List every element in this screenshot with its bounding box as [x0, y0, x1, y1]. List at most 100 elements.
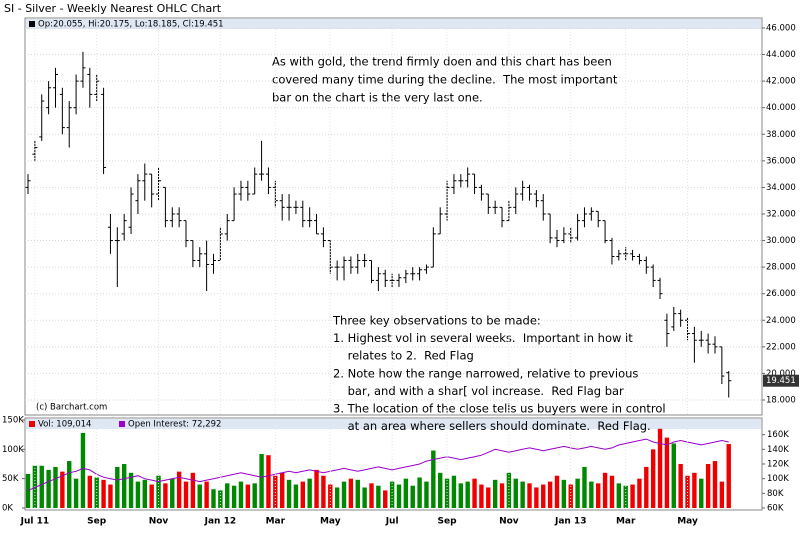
y2-tick-label: 60K — [767, 504, 784, 514]
volume-bar — [80, 432, 86, 508]
y-tick-label: 150K — [2, 416, 24, 426]
annotation: bar on the chart is the very last one. — [272, 91, 483, 105]
y-tick-label: 26.000 — [766, 289, 796, 299]
price-panel — [24, 17, 763, 416]
volume-bar — [314, 469, 319, 508]
volume-bar — [492, 479, 498, 508]
x-tick-label: Jan 12 — [204, 517, 237, 527]
volume-bar — [726, 444, 731, 508]
x-tick-label: Jul 11 — [20, 517, 50, 527]
volume-bar — [334, 487, 340, 508]
volume-bar — [218, 490, 223, 508]
x-tick-label: Nov — [499, 517, 519, 527]
annotation: covered many time during the decline. Th… — [272, 73, 618, 87]
volume-bar — [637, 478, 642, 508]
volume-bar — [259, 454, 264, 508]
volume-bar — [266, 455, 271, 508]
volume-bar — [383, 490, 388, 508]
y-tick-label: 44.000 — [766, 50, 796, 60]
legend-swatch — [29, 421, 35, 427]
volume-bar — [657, 428, 663, 508]
volume-bar — [424, 481, 429, 508]
volume-bar — [589, 481, 594, 508]
volume-bar — [609, 475, 615, 508]
annotation: Three key observations to be made: — [332, 314, 541, 328]
y2-tick-label: 100K — [767, 474, 789, 484]
volume-bar — [170, 478, 175, 508]
volume-bar — [115, 466, 120, 508]
volume-bar — [163, 483, 168, 508]
volume-bar — [121, 464, 127, 508]
volume-bar — [547, 481, 553, 508]
volume-bar — [348, 478, 354, 508]
volume-bar — [630, 484, 635, 508]
y-tick-label: 32.000 — [766, 209, 796, 219]
volume-bar — [225, 483, 230, 508]
y-tick-label: 42.000 — [766, 77, 796, 87]
x-tick-label: Mar — [266, 517, 286, 527]
volume-bar — [486, 487, 491, 508]
open-interest-line — [27, 438, 729, 491]
volume-bar — [128, 472, 134, 508]
ohlc-legend: Op:20.055, Hi:20.175, Lo:18.185, Cl:19.4… — [38, 20, 224, 30]
annotation: 2. Note how the range narrowed, relative… — [333, 366, 638, 380]
volume-bar — [431, 450, 436, 508]
volume-bar — [300, 481, 305, 508]
volume-bar — [527, 483, 532, 508]
annotation: As with gold, the trend firmly doen and … — [272, 55, 612, 69]
volume-bar — [183, 481, 189, 508]
y2-tick-label: 80K — [767, 489, 784, 499]
volume-bar — [328, 484, 333, 508]
y-tick-label: 22.000 — [766, 342, 796, 352]
volume-bar — [135, 481, 141, 508]
volume-bar — [101, 479, 106, 508]
volume-bar — [513, 478, 518, 508]
volume-bar — [149, 484, 154, 508]
x-tick-label: Jan 13 — [554, 517, 587, 527]
volume-bar — [438, 472, 443, 508]
credit: (c) Barchart.com — [36, 403, 107, 413]
volume-bar — [699, 478, 704, 508]
y2-tick-label: 120K — [767, 460, 789, 470]
volume-bar — [245, 484, 251, 508]
volume-bar — [712, 461, 718, 508]
volume-bar — [60, 471, 65, 508]
volume-bar — [417, 477, 422, 508]
volume-bar — [650, 449, 656, 508]
volume-bar — [204, 481, 209, 508]
legend-swatch — [119, 421, 125, 427]
last-price-box — [763, 374, 799, 387]
volume-bar — [67, 461, 72, 508]
volume-bar — [465, 481, 470, 508]
annotation: 3. The location of the close tells us bu… — [333, 402, 666, 416]
y-tick-label: 50K — [2, 474, 19, 484]
volume-bar — [39, 465, 44, 508]
volume-legend: Vol: 109,014 — [38, 420, 91, 430]
volume-bar — [231, 485, 237, 508]
volume-bar — [362, 487, 367, 508]
y-tick-label: 24.000 — [766, 316, 796, 326]
x-tick-label: Sep — [438, 517, 458, 527]
volume-bar — [623, 485, 628, 508]
y-tick-label: 28.000 — [766, 263, 796, 273]
annotation: 1. Highest vol in several weeks. Importa… — [333, 331, 633, 345]
x-tick-label: Mar — [616, 517, 636, 527]
x-tick-label: Jul — [385, 517, 399, 527]
volume-bar — [582, 466, 587, 508]
volume-bar — [554, 475, 560, 508]
y-tick-label: 46.000 — [766, 23, 796, 33]
volume-bar — [238, 481, 244, 508]
volume-bar — [616, 483, 622, 508]
volume-bar — [678, 464, 683, 508]
volume-bar — [341, 481, 347, 508]
volume-bar — [376, 485, 381, 508]
volume-bar — [671, 443, 676, 508]
volume-bar — [719, 481, 725, 508]
volume-bar — [87, 475, 93, 508]
volume-bar — [410, 485, 415, 508]
volume-bar — [142, 479, 147, 508]
y-tick-label: 38.000 — [766, 130, 796, 140]
volume-bar — [211, 489, 216, 508]
y-tick-label: 34.000 — [766, 183, 796, 193]
volume-bar — [541, 484, 546, 508]
